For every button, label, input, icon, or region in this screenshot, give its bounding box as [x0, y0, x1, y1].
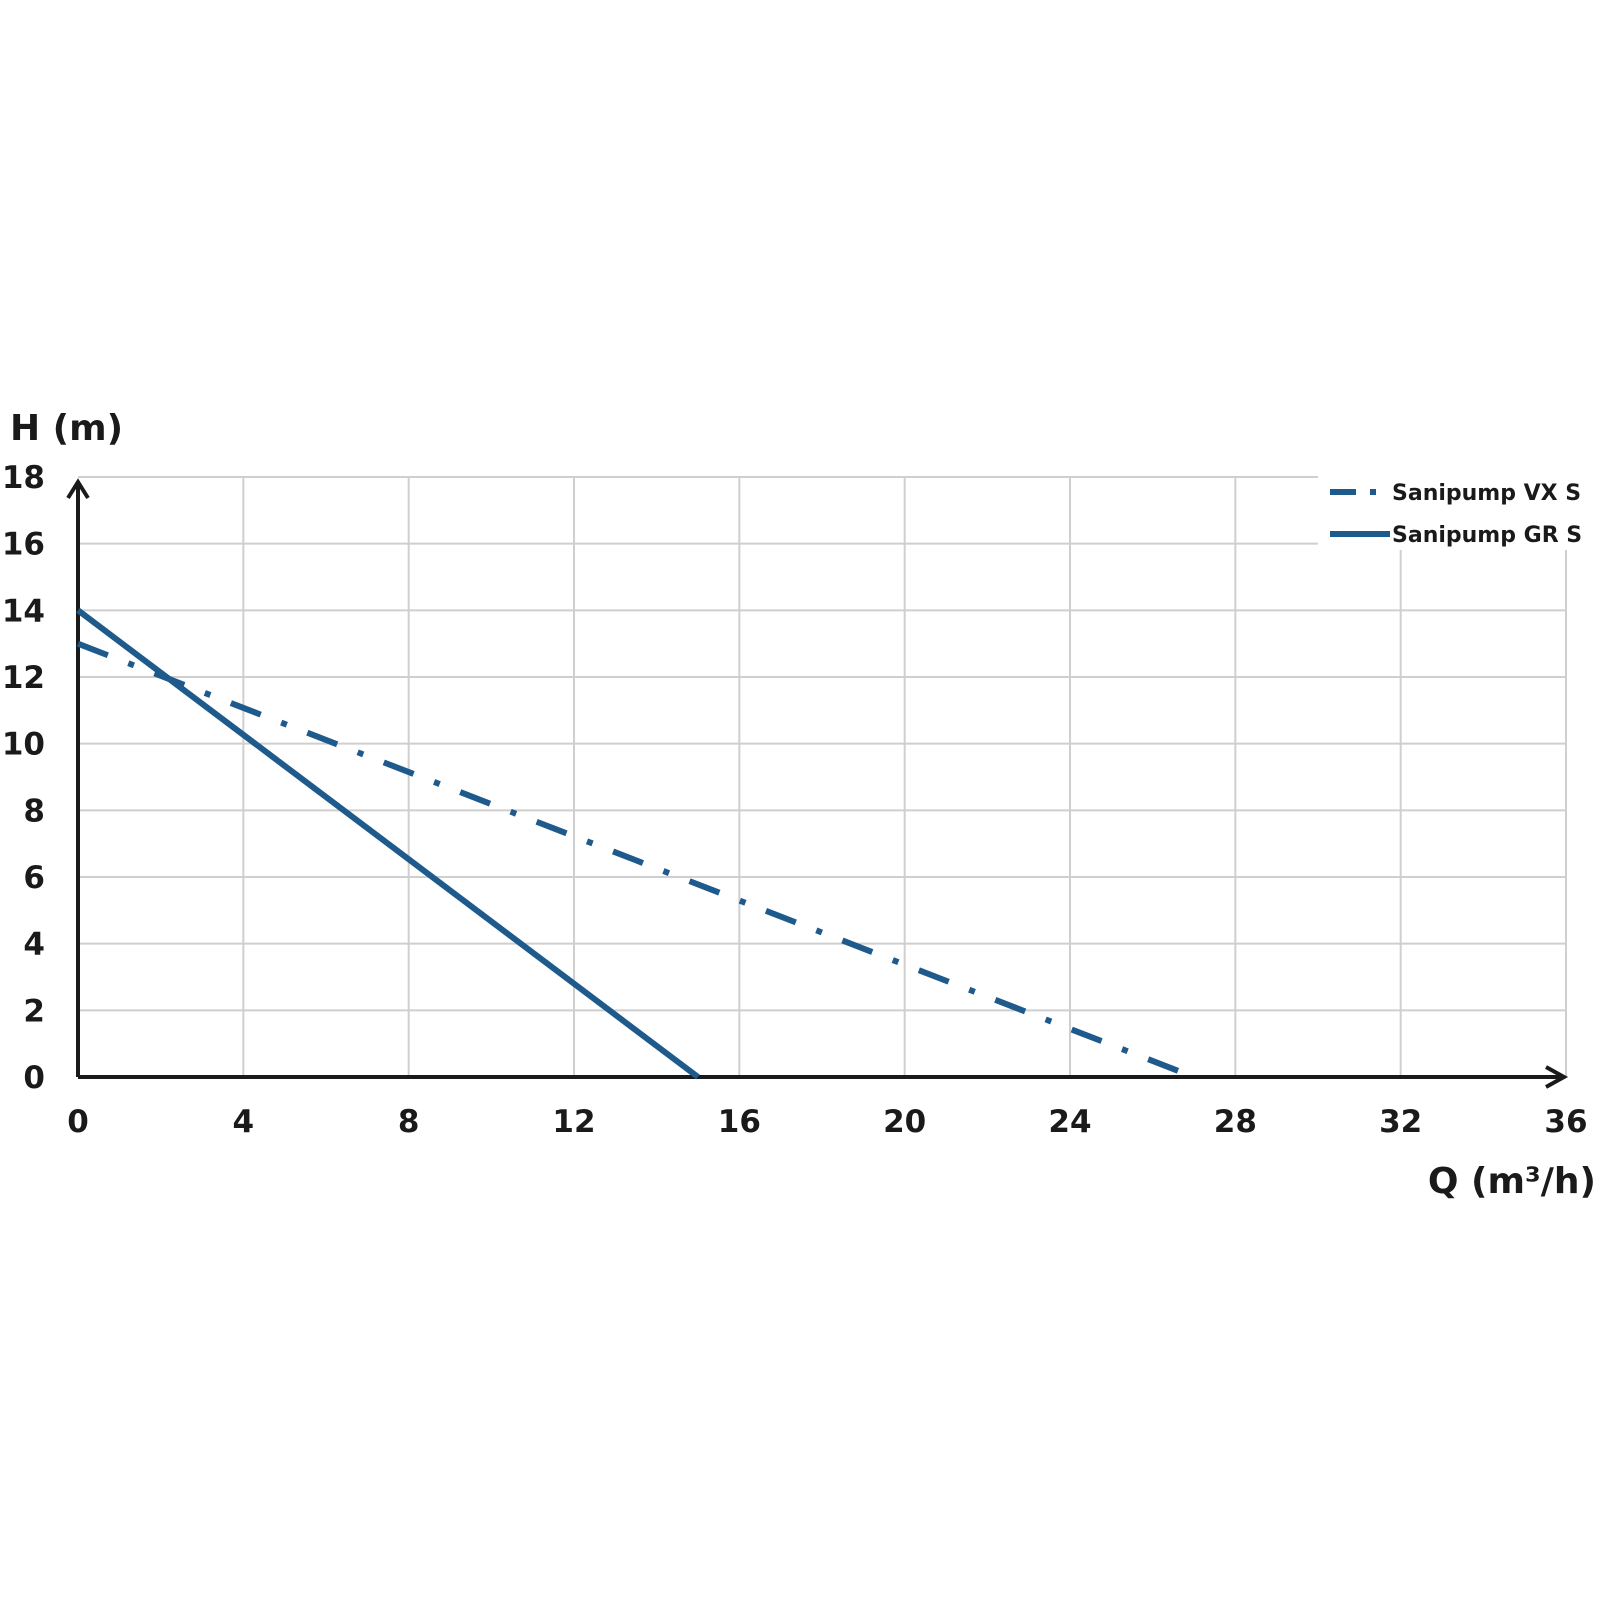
x-tick-label: 4 [233, 1104, 255, 1140]
y-tick-label: 12 [2, 660, 45, 696]
legend: Sanipump VX S Sanipump GR S [1318, 470, 1582, 550]
x-tick-label: 28 [1214, 1104, 1257, 1140]
series-line-vx-s [76, 640, 1196, 1080]
x-tick-labels: 0 4 8 12 16 20 24 28 32 36 [67, 1104, 1587, 1140]
series-layer [76, 607, 1196, 1080]
x-tick-label: 12 [552, 1104, 595, 1140]
x-tick-label: 32 [1379, 1104, 1422, 1140]
x-tick-label: 16 [718, 1104, 761, 1140]
y-tick-label: 2 [23, 993, 45, 1029]
x-tick-label: 36 [1544, 1104, 1587, 1140]
x-tick-label: 24 [1048, 1104, 1091, 1140]
grid [78, 476, 1567, 1077]
y-tick-label: 14 [2, 593, 45, 629]
y-tick-label: 6 [23, 860, 45, 896]
x-tick-label: 8 [398, 1104, 420, 1140]
x-tick-label: 0 [67, 1104, 89, 1140]
y-tick-label: 0 [23, 1060, 45, 1096]
series-line-gr-s [76, 607, 700, 1080]
legend-label: Sanipump GR S [1392, 523, 1582, 548]
y-tick-label: 8 [23, 793, 45, 829]
x-axis-arrow [1545, 1065, 1569, 1089]
x-tick-label: 20 [883, 1104, 926, 1140]
y-axis-title: H (m) [10, 408, 123, 449]
legend-label: Sanipump VX S [1392, 481, 1581, 506]
x-axis-title: Q (m³/h) [1428, 1161, 1596, 1202]
y-axis-arrow [66, 478, 90, 500]
y-tick-label: 4 [23, 927, 45, 963]
y-tick-labels: 0 2 4 6 8 10 12 14 16 18 [2, 460, 45, 1096]
axes [66, 478, 1569, 1089]
y-tick-label: 16 [2, 527, 45, 563]
y-tick-label: 10 [2, 727, 45, 763]
y-tick-label: 18 [2, 460, 45, 496]
